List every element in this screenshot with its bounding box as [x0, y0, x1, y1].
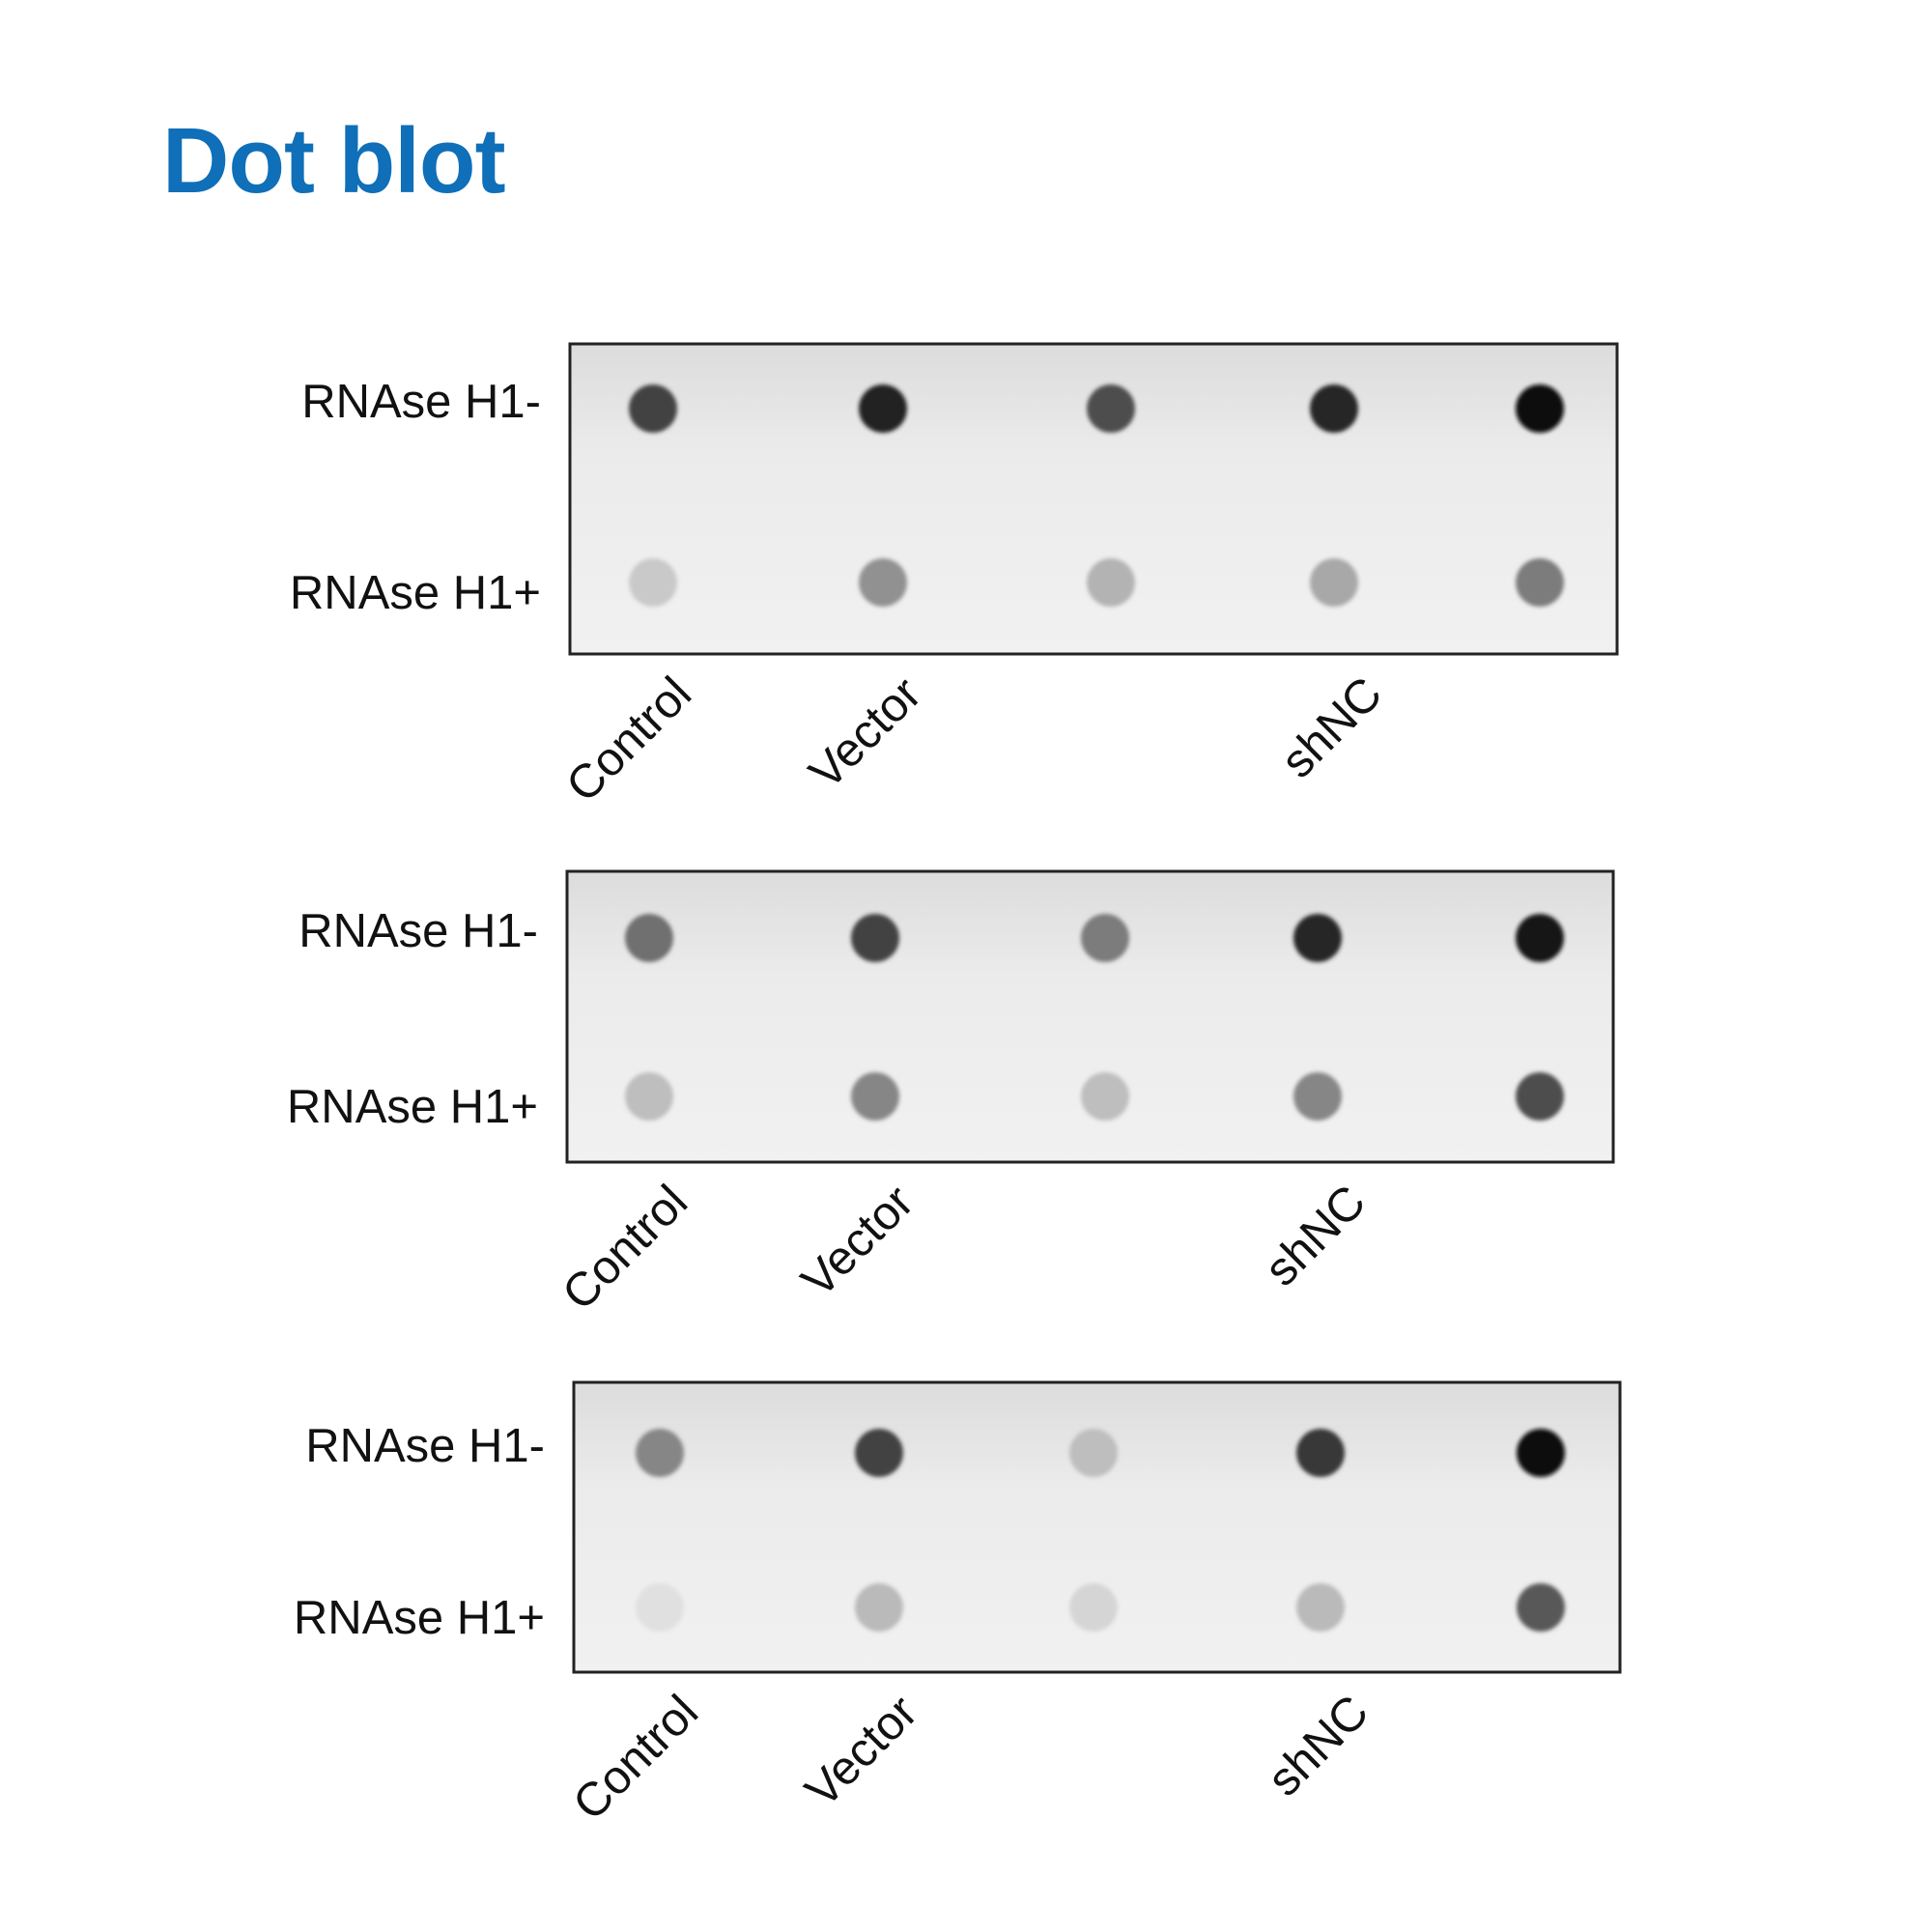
figure-title: Dot blot [162, 109, 506, 213]
dot-r1-c1 [629, 384, 677, 433]
blot-panel-3: RNAse H1- RNAse H1+ Control Vector shNC [294, 1380, 1622, 1831]
row-label: RNAse H1+ [290, 567, 541, 619]
dot-r2-c4 [1293, 1072, 1342, 1121]
dot-r1-c4 [1310, 384, 1358, 433]
dot-r1-c2 [859, 384, 907, 433]
dot-r2-c4 [1296, 1583, 1345, 1632]
column-label: shNC [1255, 1176, 1376, 1296]
blot-panel-1: RNAse H1- RNAse H1+ Control Vector shNC [290, 342, 1619, 812]
dot-r1-c1 [636, 1429, 684, 1477]
row-label: RNAse H1+ [294, 1592, 545, 1644]
dot-r2-c1 [629, 558, 677, 607]
blot-panel-2: RNAse H1- RNAse H1+ Control Vector shNC [287, 869, 1615, 1321]
dot-r2-c5 [1516, 1072, 1564, 1121]
row-label: RNAse H1- [301, 376, 541, 428]
dot-r1-c1 [625, 914, 673, 962]
dot-r1-c2 [851, 914, 899, 962]
membrane [565, 869, 1615, 1164]
dot-r2-c1 [636, 1583, 684, 1632]
dot-r2-c4 [1310, 558, 1358, 607]
column-label: shNC [1271, 668, 1392, 788]
dot-r1-c5 [1516, 914, 1564, 962]
dot-r2-c2 [851, 1072, 899, 1121]
dot-r2-c2 [859, 558, 907, 607]
column-label: Control [556, 668, 701, 812]
dot-r1-c2 [855, 1429, 903, 1477]
dot-r1-c4 [1296, 1429, 1345, 1477]
dot-r1-c4 [1293, 914, 1342, 962]
column-label: Vector [796, 1686, 927, 1817]
dot-r2-c5 [1517, 1583, 1565, 1632]
dot-r2-c2 [855, 1583, 903, 1632]
dot-r1-c5 [1517, 1429, 1565, 1477]
dot-r2-c1 [625, 1072, 673, 1121]
column-label: Vector [792, 1176, 923, 1307]
dot-r1-c3 [1087, 384, 1135, 433]
membrane [568, 342, 1619, 656]
column-label: Control [563, 1686, 708, 1831]
dot-r1-c3 [1069, 1429, 1118, 1477]
dot-r2-c3 [1069, 1583, 1118, 1632]
row-label: RNAse H1- [305, 1420, 545, 1472]
row-label: RNAse H1- [298, 905, 538, 957]
dot-r1-c5 [1516, 384, 1564, 433]
dot-r2-c5 [1516, 558, 1564, 607]
dot-r2-c3 [1087, 558, 1135, 607]
dot-r2-c3 [1081, 1072, 1129, 1121]
row-label: RNAse H1+ [287, 1081, 538, 1133]
column-label: Control [553, 1176, 697, 1321]
column-label: shNC [1258, 1686, 1378, 1806]
column-label: Vector [800, 668, 931, 799]
dot-r1-c3 [1081, 914, 1129, 962]
